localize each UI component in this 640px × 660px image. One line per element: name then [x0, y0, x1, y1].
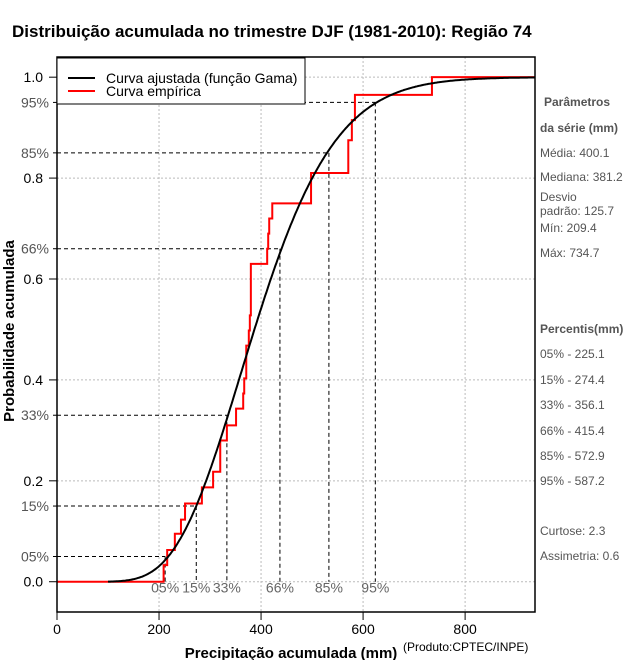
percentile-85: 85% - 572.9 — [540, 449, 605, 463]
legend-box — [56, 57, 306, 105]
std-value: padrão: 125.7 — [540, 204, 614, 218]
min-value: Mín: 209.4 — [540, 221, 597, 235]
y-percent-label: 95% — [21, 94, 49, 110]
y-percent-label: 66% — [21, 241, 49, 257]
percentile-guides: 05% 15% 33% 66% 85% 95% — [57, 101, 389, 596]
x-tick-label: 600 — [351, 621, 375, 637]
axes: 0 200 400 600 8000.00.20.40.60.81.005%15%33%… — [21, 69, 477, 637]
y-axis-label: Probabilidade acumulada — [1, 239, 18, 421]
x-tick-label: 200 — [147, 621, 171, 637]
legend-empirical-label: Curva empírica — [106, 83, 201, 99]
percentile-95: 95% - 587.2 — [540, 474, 605, 488]
params-subtitle: da série (mm) — [540, 121, 618, 135]
x-axis-label: Precipitação acumulada (mm) — [185, 645, 398, 660]
fitted-gamma-curve — [108, 76, 535, 583]
empirical-curve — [57, 76, 535, 583]
credit-label: (Produto:CPTEC/INPE) — [403, 640, 528, 654]
legend: Curva ajustada (função Gama) Curva empír… — [56, 57, 306, 105]
percentile-66: 66% - 415.4 — [540, 424, 605, 438]
max-value: Máx: 734.7 — [540, 246, 600, 260]
curves — [57, 76, 535, 583]
x-tick-label: 0 — [53, 621, 61, 637]
percentile-x-label: 85% — [315, 580, 343, 596]
percentile-x-label: 66% — [266, 580, 294, 596]
percentile-x-label: 33% — [213, 580, 241, 596]
legend-fitted-label: Curva ajustada (função Gama) — [106, 70, 297, 86]
mean-value: Média: 400.1 — [540, 146, 610, 160]
percentile-x-label: 15% — [182, 580, 210, 596]
y-percent-label: 85% — [21, 145, 49, 161]
percentile-05: 05% - 225.1 — [540, 347, 605, 361]
y-tick-label: 0.2 — [24, 473, 44, 489]
x-tick-label: 800 — [453, 621, 477, 637]
series-parameters-panel: Parâmetros da série (mm) Média: 400.1 Me… — [540, 95, 623, 563]
y-percent-label: 05% — [21, 549, 49, 565]
percentile-15: 15% - 274.4 — [540, 373, 605, 387]
std-label: Desvio — [540, 190, 577, 204]
y-percent-label: 33% — [21, 407, 49, 423]
params-title: Parâmetros — [544, 95, 610, 109]
percentile-33: 33% - 356.1 — [540, 398, 605, 412]
percentile-x-label: 95% — [361, 580, 389, 596]
grid — [56, 57, 535, 612]
percentile-x-label: 05% — [151, 580, 179, 596]
plot-frame — [56, 56, 536, 613]
y-tick-label: 0.4 — [24, 372, 44, 388]
y-percent-label: 15% — [21, 498, 49, 514]
y-tick-label: 0.8 — [24, 170, 44, 186]
median-value: Mediana: 381.2 — [540, 170, 623, 184]
y-tick-label: 0.0 — [24, 574, 44, 590]
x-tick-label: 400 — [249, 621, 273, 637]
y-tick-label: 0.6 — [24, 271, 44, 287]
kurtosis-value: Curtose: 2.3 — [540, 524, 606, 538]
chart-title: Distribuição acumulada no trimestre DJF … — [12, 22, 532, 41]
percentiles-title: Percentis(mm) — [540, 322, 623, 336]
y-tick-label: 1.0 — [24, 69, 44, 85]
skewness-value: Assimetria: 0.6 — [540, 549, 620, 563]
